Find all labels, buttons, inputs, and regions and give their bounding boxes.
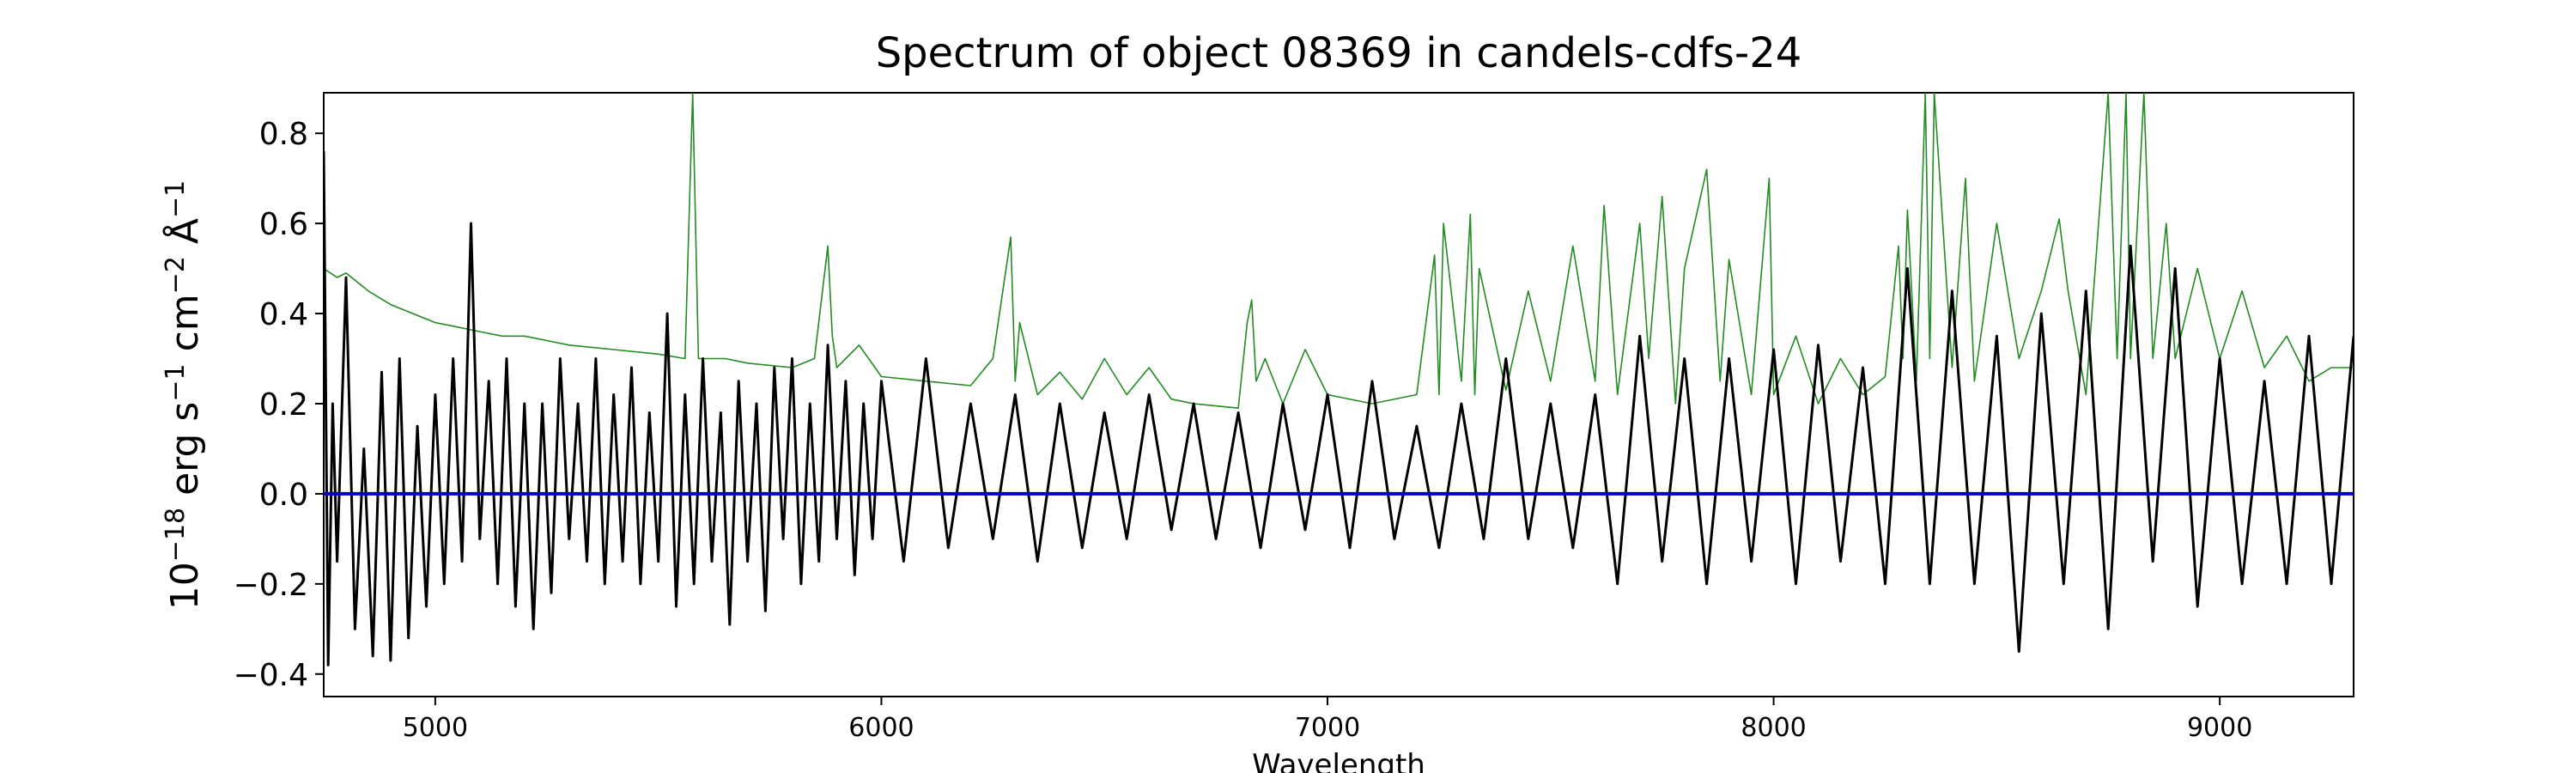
x-tick-label: 7000 bbox=[1295, 713, 1360, 743]
svg-text:10−18 erg s−1 cm−2 Å−1: 10−18 erg s−1 cm−2 Å−1 bbox=[161, 180, 207, 610]
y-tick-label: −0.4 bbox=[234, 658, 308, 693]
y-tick-label: −0.2 bbox=[234, 568, 308, 603]
y-label-exp2: −1 bbox=[161, 363, 191, 401]
y-axis-label: 10−18 erg s−1 cm−2 Å−1 bbox=[161, 180, 207, 610]
y-tick-label: 0.2 bbox=[259, 387, 308, 423]
y-tick-label: 0.6 bbox=[259, 207, 308, 242]
y-label-exp4: −1 bbox=[161, 180, 191, 218]
x-tick-label: 9000 bbox=[2187, 713, 2252, 743]
x-tick-label: 5000 bbox=[403, 713, 468, 743]
series-layer bbox=[324, 93, 2354, 666]
y-label-base: 10 bbox=[163, 562, 207, 610]
x-tick-label: 8000 bbox=[1741, 713, 1806, 743]
flux-series-line bbox=[324, 151, 2354, 666]
y-tick-label: 0.4 bbox=[259, 297, 308, 332]
y-label-unit1: erg s bbox=[163, 402, 207, 508]
x-axis-label: Wavelength bbox=[1252, 748, 1425, 773]
y-label-exp1: −18 bbox=[161, 508, 191, 562]
y-axis: −0.4 −0.2 0.0 0.2 0.4 0.6 0.8 bbox=[234, 117, 324, 693]
x-tick-label: 6000 bbox=[848, 713, 914, 743]
chart-title: Spectrum of object 08369 in candels-cdfs… bbox=[876, 29, 1802, 77]
y-label-unit3: Å bbox=[161, 218, 207, 256]
y-tick-label: 0.0 bbox=[259, 478, 308, 513]
plot-area bbox=[323, 92, 2354, 697]
y-label-exp3: −2 bbox=[161, 256, 191, 294]
y-tick-label: 0.8 bbox=[259, 117, 308, 152]
x-axis: 5000 6000 7000 8000 9000 bbox=[403, 697, 2252, 743]
model-series-line bbox=[324, 93, 2354, 410]
y-label-unit2: cm bbox=[163, 294, 207, 363]
